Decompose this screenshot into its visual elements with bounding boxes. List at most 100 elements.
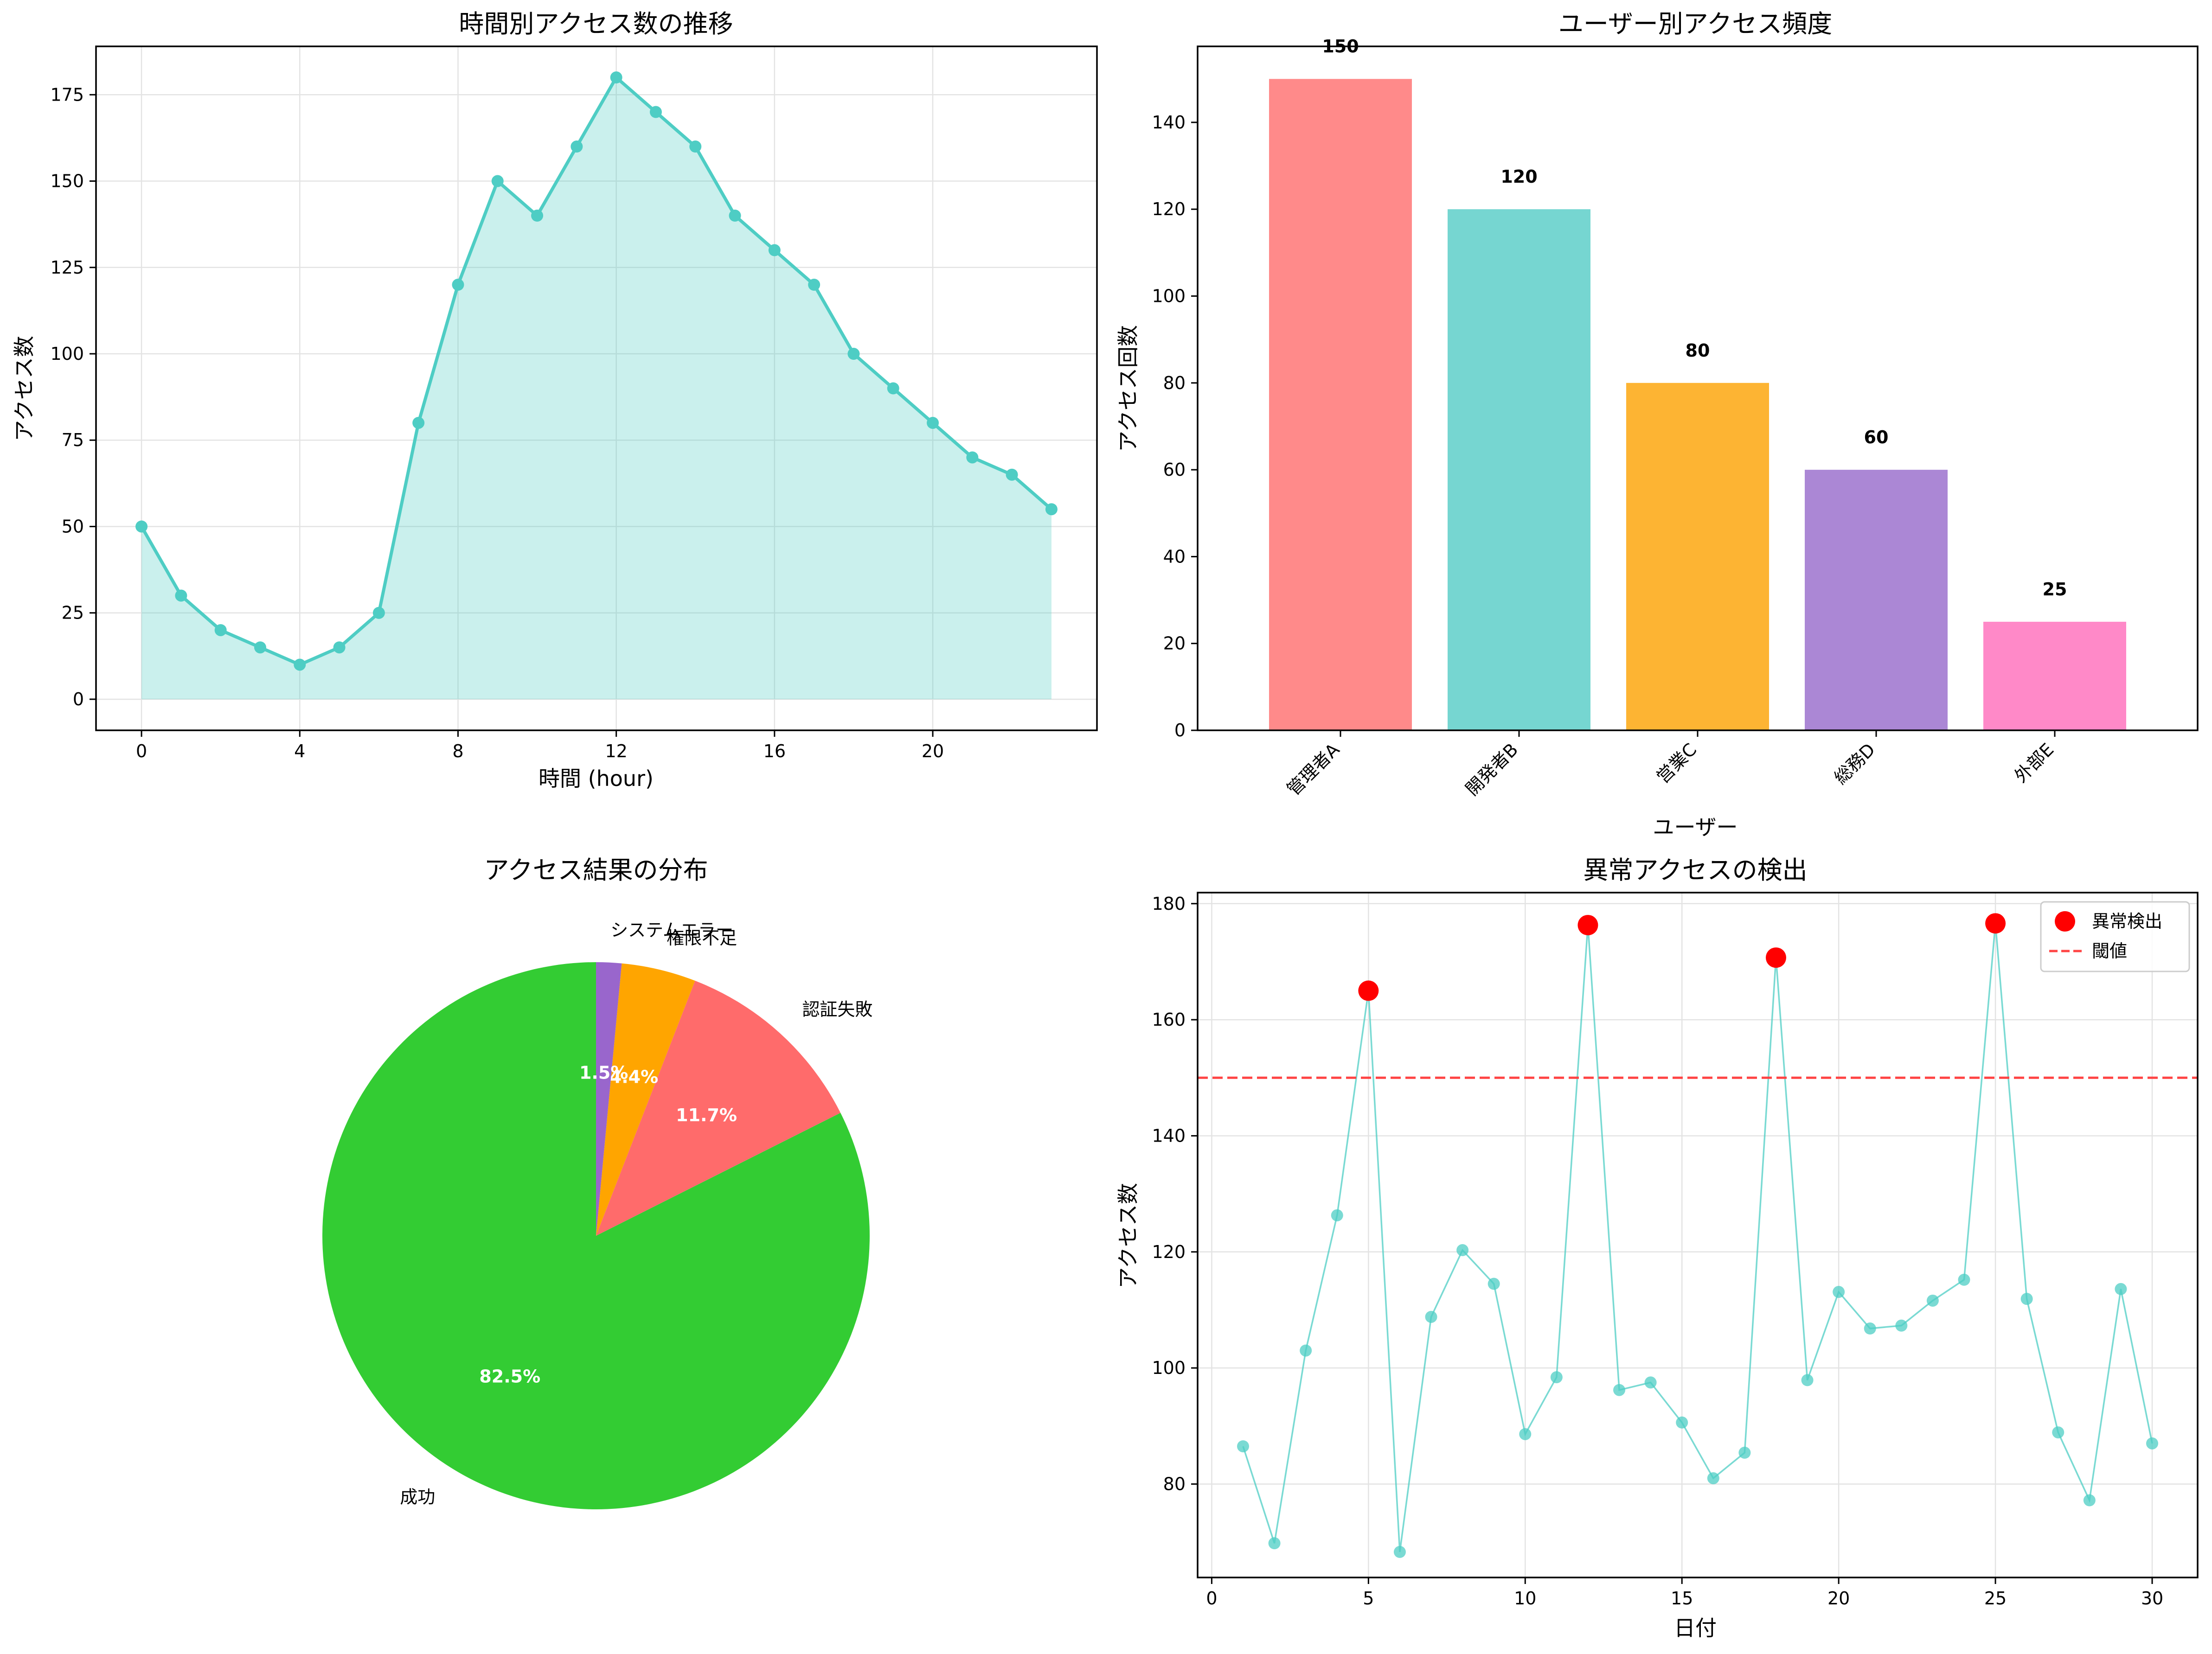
- hourly-data-point: [294, 658, 306, 671]
- pie-slice: [596, 962, 622, 1236]
- hourly-y-tick-label: 50: [62, 516, 84, 536]
- anomaly-y-tick-label: 140: [1152, 1125, 1186, 1146]
- access-result-pie-chart: アクセス結果の分布 成功 82.5% 認証失敗 11.7% 権限不足 4.4% システムエラ…: [322, 856, 872, 1509]
- user-bar-value-label: 80: [1686, 340, 1710, 361]
- anomaly-data-point: [2115, 1283, 2127, 1295]
- user-bar: [1983, 621, 2126, 730]
- anomaly-y-tick-label: 180: [1152, 894, 1186, 914]
- hourly-data-point: [847, 348, 860, 360]
- hourly-data-point: [412, 416, 425, 429]
- hourly-y-tick-label: 150: [50, 171, 84, 192]
- anomaly-data-point: [2020, 1293, 2033, 1305]
- anomaly-data-point: [1644, 1376, 1657, 1389]
- hourly-data-point: [927, 416, 939, 429]
- hourly-data-point: [452, 279, 464, 291]
- user-y-tick-label: 40: [1163, 546, 1186, 567]
- user-bar: [1448, 209, 1590, 731]
- anomaly-data-point: [1393, 1545, 1406, 1558]
- anomaly-series-line: [1242, 923, 2153, 1552]
- hourly-x-tick-label: 12: [605, 741, 627, 761]
- hourly-data-point: [1006, 468, 1018, 481]
- anomaly-y-tick-label: 160: [1152, 1009, 1186, 1030]
- hourly-data-point: [531, 210, 544, 222]
- anomaly-data-point: [1331, 1209, 1343, 1221]
- anomaly-data-point: [1833, 1286, 1845, 1298]
- hourly-y-axis-label: アクセス数: [12, 336, 37, 441]
- anomaly-data-point: [1926, 1294, 1939, 1307]
- anomaly-point: [1358, 980, 1379, 1001]
- anomaly-data-point: [1801, 1374, 1814, 1386]
- anomaly-data-point: [2052, 1426, 2065, 1439]
- pie-slice-percent: 1.5%: [579, 1062, 628, 1083]
- hourly-y-tick-label: 25: [62, 603, 84, 623]
- legend-anomaly-marker: [2055, 911, 2075, 932]
- hourly-data-point: [966, 451, 979, 464]
- user-y-axis-label: アクセス回数: [1116, 325, 1141, 452]
- hourly-data-point: [887, 382, 899, 395]
- hourly-access-chart: 時間別アクセス数の推移 時間 (hour) アクセス数 0 4 8 12 16 20 0 25…: [12, 9, 1098, 791]
- user-bar: [1626, 383, 1769, 730]
- anomaly-point: [1985, 913, 2006, 934]
- hourly-data-point: [214, 624, 227, 636]
- hourly-y-tick-label: 125: [50, 257, 84, 278]
- user-x-tick-label: 営業C: [1653, 739, 1701, 787]
- hourly-x-tick-label: 20: [922, 741, 944, 761]
- hourly-y-tick-label: 100: [50, 344, 84, 364]
- user-bar-value-label: 25: [2043, 579, 2067, 600]
- hourly-y-tick-label: 75: [62, 430, 84, 450]
- hourly-data-point: [175, 589, 187, 602]
- pie-slice-label: システムエラー: [610, 920, 733, 940]
- anomaly-x-tick-label: 30: [2141, 1588, 2163, 1609]
- hourly-x-tick-label: 4: [294, 741, 305, 761]
- user-y-tick-label: 20: [1163, 633, 1186, 654]
- hourly-data-point: [571, 140, 583, 153]
- anomaly-point: [1577, 915, 1598, 936]
- anomaly-data-point: [2146, 1437, 2158, 1450]
- pie-slice: [322, 962, 870, 1509]
- anomaly-data-point: [1707, 1472, 1719, 1484]
- user-bar: [1269, 79, 1412, 731]
- hourly-data-point: [808, 279, 821, 291]
- pie-chart-title: アクセス結果の分布: [484, 856, 708, 885]
- user-x-axis-label: ユーザー: [1653, 815, 1738, 840]
- hourly-data-point: [1045, 503, 1058, 516]
- user-y-tick-label: 100: [1152, 286, 1186, 306]
- legend-anomaly-label: 異常検出: [2092, 911, 2162, 932]
- anomaly-data-point: [1864, 1322, 1876, 1335]
- pie-slice-label: 成功: [400, 1487, 435, 1507]
- anomaly-plot-frame: [1197, 892, 2199, 1578]
- pie-slice-label: 権限不足: [667, 928, 737, 948]
- hourly-x-tick-label: 8: [452, 741, 463, 761]
- pie-slice: [596, 963, 695, 1236]
- anomaly-data-point: [1958, 1273, 1970, 1286]
- hourly-data-point: [689, 140, 702, 153]
- hourly-data-point: [135, 520, 148, 533]
- pie-slice: [596, 980, 841, 1236]
- user-chart-title: ユーザー別アクセス頻度: [1558, 9, 1832, 38]
- user-bar-value-label: 60: [1864, 427, 1889, 447]
- legend-box: [2040, 901, 2190, 972]
- anomaly-detection-chart: 異常アクセスの検出 日付 アクセス数 0 5 10 15 20 25 30 80 100 120 1…: [1116, 856, 2199, 1641]
- hourly-series-line: [140, 76, 1053, 666]
- hourly-data-point: [333, 641, 346, 654]
- hourly-x-tick-label: 0: [136, 741, 147, 761]
- hourly-data-point: [254, 641, 266, 654]
- hourly-x-axis-label: 時間 (hour): [539, 766, 654, 791]
- user-x-tick-label: 総務D: [1830, 739, 1879, 788]
- user-bar: [1805, 470, 1948, 730]
- anomaly-data-point: [1300, 1344, 1312, 1357]
- anomaly-x-tick-label: 15: [1671, 1588, 1693, 1609]
- user-x-tick-label: 管理者A: [1283, 739, 1343, 799]
- anomaly-data-point: [1456, 1244, 1469, 1257]
- hourly-y-tick-label: 0: [73, 689, 84, 709]
- user-x-tick-label: 開発者B: [1462, 739, 1522, 799]
- anomaly-data-point: [1738, 1446, 1751, 1459]
- user-access-chart: ユーザー別アクセス頻度 ユーザー アクセス回数 0 20 40 60 80 100 120 1…: [1116, 9, 2199, 840]
- user-y-tick-label: 80: [1163, 373, 1186, 393]
- anomaly-x-tick-label: 10: [1514, 1588, 1536, 1609]
- pie-slice-percent: 11.7%: [676, 1105, 737, 1125]
- hourly-data-point: [491, 175, 504, 187]
- user-x-tick-label: 外部E: [2011, 739, 2058, 786]
- anomaly-x-tick-label: 25: [1984, 1588, 2007, 1609]
- pie-slice-label: 認証失敗: [802, 999, 872, 1020]
